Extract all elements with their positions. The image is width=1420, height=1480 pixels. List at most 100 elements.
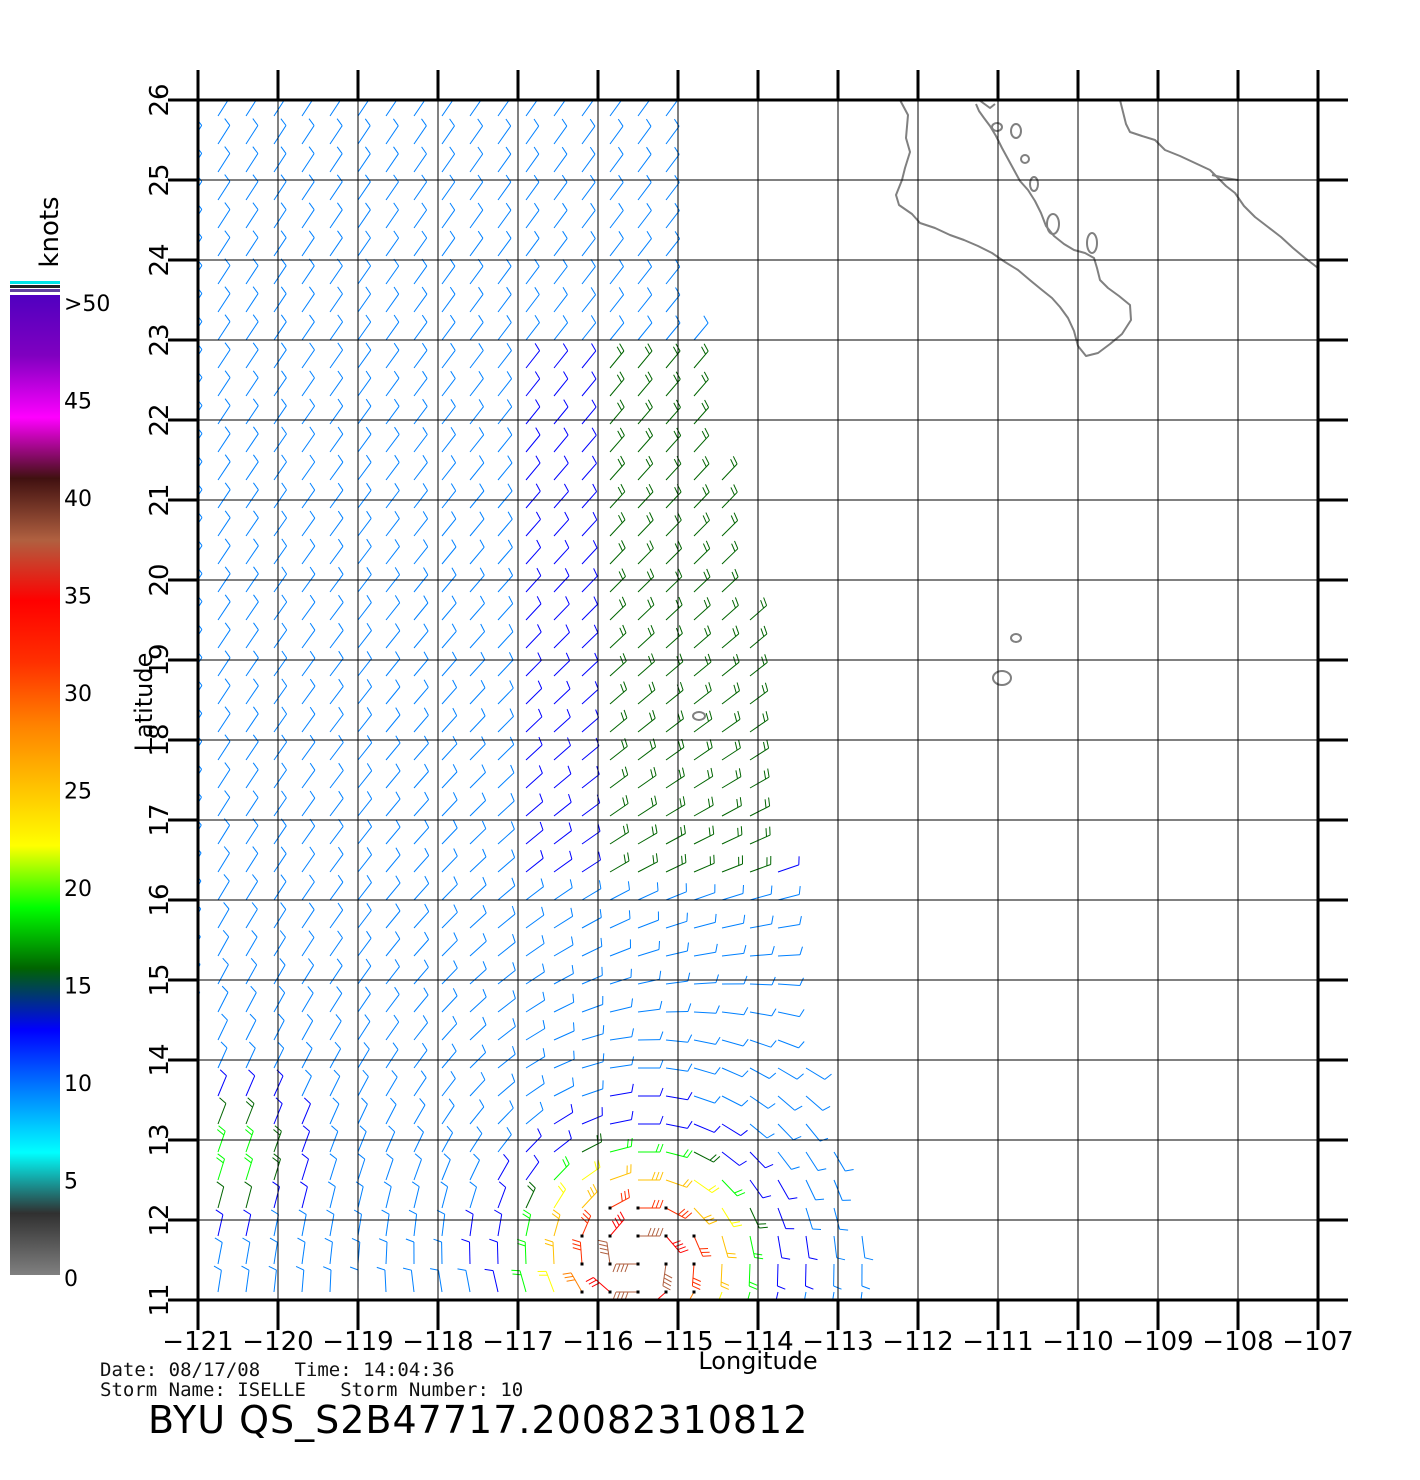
wind-barb-feather (768, 1072, 777, 1079)
wind-barb-feather (771, 945, 775, 955)
wind-barb (329, 854, 344, 873)
wind-barb-feather (735, 770, 738, 779)
wind-barb-feather (594, 1161, 598, 1170)
wind-barb (301, 1186, 308, 1209)
wind-barb (357, 574, 372, 593)
wind-barb (525, 1083, 545, 1097)
wind-barb-feather (535, 399, 541, 408)
product-title: BYU QS_S2B47717.20082310812 (148, 1398, 809, 1442)
rain-flag (692, 1262, 696, 1266)
wind-barb-feather (648, 483, 654, 493)
wind-barb (637, 126, 652, 145)
wind-barb (721, 1039, 744, 1047)
wind-barb-feather (659, 1031, 664, 1040)
wind-barb (329, 798, 344, 817)
wind-barb (273, 601, 288, 621)
wind-barb-feather (421, 1042, 428, 1051)
wind-barb-feather (451, 567, 457, 576)
wind-barb-feather (443, 1153, 451, 1160)
wind-barb (301, 769, 316, 789)
wind-barb (441, 209, 456, 229)
wind-barb-feather (392, 118, 399, 127)
wind-barb (693, 1039, 716, 1045)
wind-barb (217, 1103, 227, 1125)
wind-barb (665, 1123, 688, 1129)
wind-barb-feather (422, 427, 428, 435)
wind-barb-feather (538, 708, 543, 717)
wind-barb-feather (799, 977, 804, 986)
wind-barb (693, 1207, 710, 1225)
wind-barb-feather (507, 539, 513, 548)
wind-barb-feather (733, 684, 737, 694)
wind-barb-feather (591, 399, 597, 408)
wind-barb (218, 69, 230, 88)
wind-barb-feather (646, 91, 651, 98)
wind-barb-feather (494, 1209, 502, 1215)
wind-barb-feather (270, 1209, 279, 1215)
wind-barb (609, 1006, 632, 1013)
wind-barb-feather (224, 510, 231, 518)
wind-barb-feather (395, 651, 401, 660)
wind-barb (198, 713, 203, 721)
wind-barb (217, 573, 231, 593)
wind-barb-feather (749, 1285, 758, 1290)
wind-barb (581, 125, 596, 145)
wind-barb (470, 70, 482, 88)
wind-barb-feather (506, 343, 512, 351)
wind-barb (413, 799, 429, 817)
wind-barb (581, 774, 600, 789)
wind-barb (497, 350, 512, 369)
wind-barb-feather (861, 1285, 871, 1290)
wind-barb-feather (243, 1209, 251, 1215)
wind-barb (413, 1186, 420, 1209)
wind-barb-feather (337, 91, 342, 98)
wind-barb (581, 378, 597, 397)
wind-barb-feather (198, 904, 202, 910)
wind-barbs (198, 69, 874, 1300)
wind-barb (273, 1242, 278, 1265)
wind-barb (777, 1095, 796, 1111)
wind-barb-feather (572, 1243, 581, 1247)
wind-barb (413, 350, 428, 369)
wind-barb-feather (673, 402, 679, 411)
wind-barb-feather (308, 930, 315, 938)
wind-barb-feather (541, 935, 545, 944)
wind-barb-feather (791, 1166, 800, 1170)
wind-barb-feather (649, 540, 654, 549)
wind-barb-feather (564, 568, 570, 577)
wind-barb-feather (765, 1163, 774, 1169)
wind-barb (198, 573, 203, 581)
wind-barb (581, 238, 596, 257)
wind-barb (245, 1075, 256, 1097)
wind-barb (609, 976, 632, 985)
wind-barb-feather (535, 511, 541, 520)
wind-barb-feather (512, 933, 516, 943)
wind-barb-feather (683, 825, 686, 834)
wind-barb-feather (732, 628, 737, 637)
wind-barb (637, 378, 653, 397)
wind-barb (441, 1078, 456, 1097)
wind-barb-feather (678, 769, 682, 779)
wind-barb-feather (544, 1242, 554, 1247)
wind-barb (637, 154, 652, 173)
wind-barb (329, 209, 343, 229)
wind-barb-feather (366, 707, 373, 715)
wind-barb (665, 804, 686, 817)
wind-barb (217, 1242, 223, 1265)
wind-barb-feather (704, 628, 709, 637)
longitude-tick-label: −113 (802, 1327, 873, 1357)
wind-barb (198, 293, 203, 301)
wind-barb (553, 688, 571, 705)
x-axis-label: Longitude (698, 1347, 817, 1375)
wind-barb (497, 998, 516, 1013)
wind-barb (245, 125, 259, 145)
wind-barb-feather (337, 538, 344, 547)
colorbar-tick-label: 25 (64, 780, 92, 805)
wind-barb (553, 434, 569, 453)
wind-barb (273, 181, 287, 201)
wind-barb (525, 1187, 536, 1209)
wind-barb-feather (479, 511, 485, 520)
wind-barb-feather (692, 1281, 701, 1286)
